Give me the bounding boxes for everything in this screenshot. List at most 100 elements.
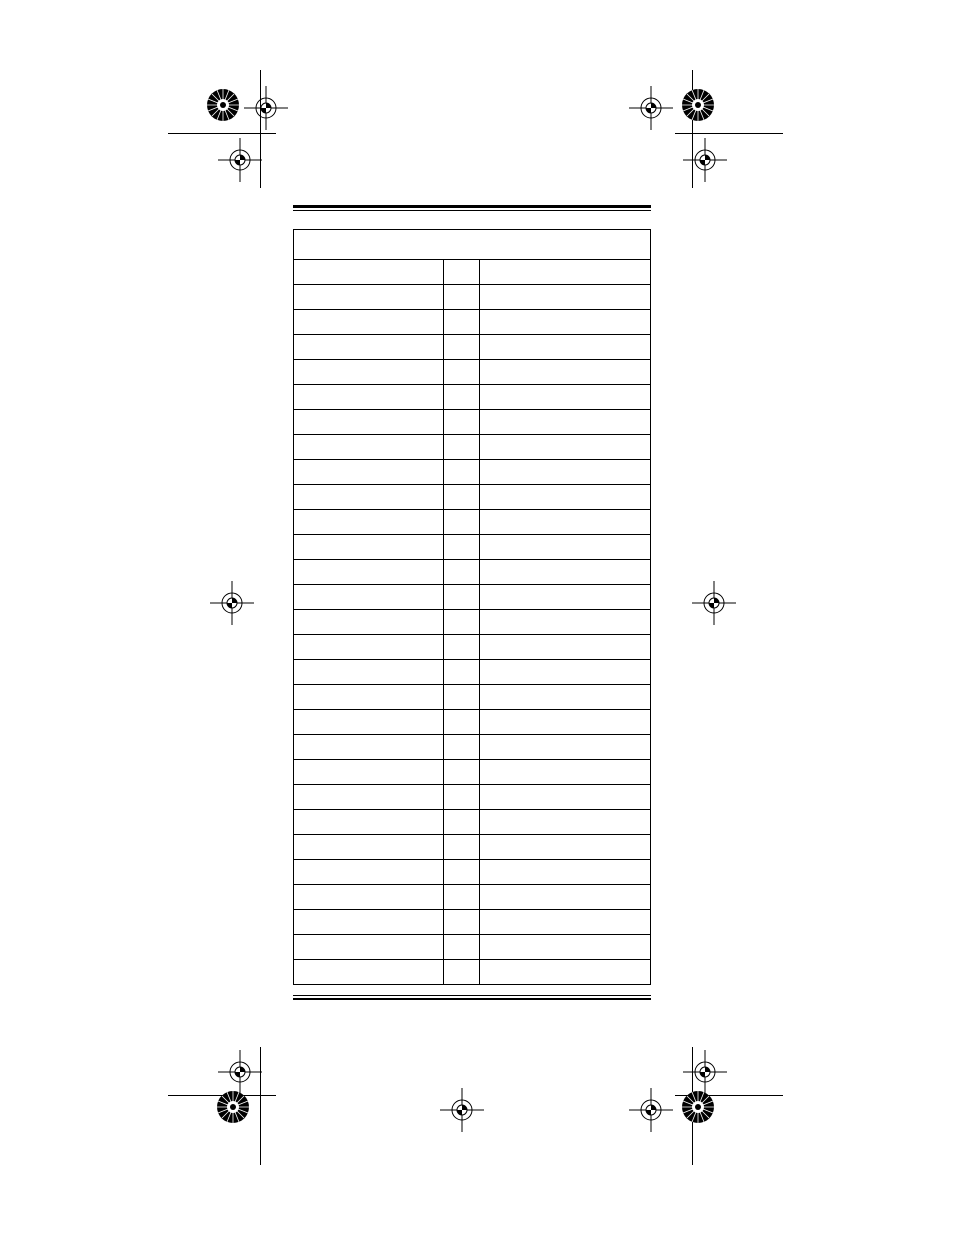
- table-cell: [479, 560, 650, 585]
- table-row: [294, 910, 651, 935]
- table-cell: [443, 685, 479, 710]
- bottom-rule-thick: [293, 998, 651, 1000]
- table-cell: [294, 460, 444, 485]
- registration-rosette-icon: [680, 1089, 716, 1125]
- table-cell: [294, 360, 444, 385]
- table-cell: [479, 335, 650, 360]
- table-cell: [294, 610, 444, 635]
- table-cell: [443, 385, 479, 410]
- table-cell: [294, 560, 444, 585]
- table-cell: [294, 535, 444, 560]
- table-cell: [479, 960, 650, 985]
- table-row: [294, 410, 651, 435]
- table-cell: [294, 885, 444, 910]
- table-cell: [294, 310, 444, 335]
- table-cell: [443, 510, 479, 535]
- table-row: [294, 285, 651, 310]
- table-row: [294, 860, 651, 885]
- table-row: [294, 510, 651, 535]
- table-cell: [443, 310, 479, 335]
- table-row: [294, 935, 651, 960]
- table-cell: [294, 285, 444, 310]
- table-cell: [443, 710, 479, 735]
- table-cell: [294, 385, 444, 410]
- top-rule-thin: [293, 210, 651, 211]
- table-cell: [443, 485, 479, 510]
- table-cell: [294, 335, 444, 360]
- table-row: [294, 485, 651, 510]
- table-cell: [294, 735, 444, 760]
- table-cell: [294, 660, 444, 685]
- table-cell: [294, 960, 444, 985]
- table-cell: [443, 660, 479, 685]
- table-cell: [479, 510, 650, 535]
- table-cell: [479, 410, 650, 435]
- table-cell: [479, 360, 650, 385]
- table-cell: [479, 735, 650, 760]
- table-cell: [294, 785, 444, 810]
- table-cell: [479, 585, 650, 610]
- table-cell: [443, 585, 479, 610]
- registration-target-icon: [675, 130, 735, 190]
- table-cell: [443, 460, 479, 485]
- table-row: [294, 460, 651, 485]
- registration-rosette-icon: [215, 1089, 251, 1125]
- registration-target-icon: [210, 130, 270, 190]
- table-cell: [294, 485, 444, 510]
- table-cell: [443, 860, 479, 885]
- table-cell: [294, 760, 444, 785]
- table-cell: [479, 660, 650, 685]
- registration-target-icon: [202, 573, 262, 633]
- table-cell: [479, 685, 650, 710]
- table-cell: [443, 435, 479, 460]
- table-row: [294, 260, 651, 285]
- table-cell: [479, 885, 650, 910]
- table-cell: [479, 260, 650, 285]
- table-row: [294, 310, 651, 335]
- table-cell: [294, 435, 444, 460]
- registration-target-icon: [621, 1080, 681, 1140]
- registration-target-icon: [684, 573, 744, 633]
- table-cell: [443, 810, 479, 835]
- registration-target-icon: [432, 1080, 492, 1140]
- table-row: [294, 735, 651, 760]
- table-cell: [294, 685, 444, 710]
- table-cell: [479, 860, 650, 885]
- table-row: [294, 760, 651, 785]
- table-row: [294, 610, 651, 635]
- table-cell: [479, 610, 650, 635]
- table-row: [294, 535, 651, 560]
- table-cell: [443, 760, 479, 785]
- table-cell: [479, 835, 650, 860]
- table-cell: [479, 710, 650, 735]
- table-cell: [479, 785, 650, 810]
- table-cell: [443, 735, 479, 760]
- table-cell: [294, 260, 444, 285]
- table-cell: [479, 535, 650, 560]
- table-cell: [443, 885, 479, 910]
- table-cell: [294, 585, 444, 610]
- table-cell: [443, 785, 479, 810]
- table-cell: [479, 810, 650, 835]
- table-cell: [294, 810, 444, 835]
- table-cell: [479, 635, 650, 660]
- table-cell: [443, 360, 479, 385]
- registration-target-icon: [621, 78, 681, 138]
- registration-rosette-icon: [680, 87, 716, 123]
- table-cell: [479, 910, 650, 935]
- table-cell: [479, 435, 650, 460]
- table-row: [294, 660, 651, 685]
- table-cell: [294, 910, 444, 935]
- bottom-rule-thin: [293, 995, 651, 996]
- table-row: [294, 785, 651, 810]
- table-cell: [294, 860, 444, 885]
- table-cell: [479, 460, 650, 485]
- page-content: [293, 205, 651, 1000]
- table-row: [294, 585, 651, 610]
- table-cell: [443, 335, 479, 360]
- table-cell: [294, 935, 444, 960]
- table-row: [294, 335, 651, 360]
- table-cell: [443, 835, 479, 860]
- table-cell: [479, 485, 650, 510]
- table-cell: [443, 560, 479, 585]
